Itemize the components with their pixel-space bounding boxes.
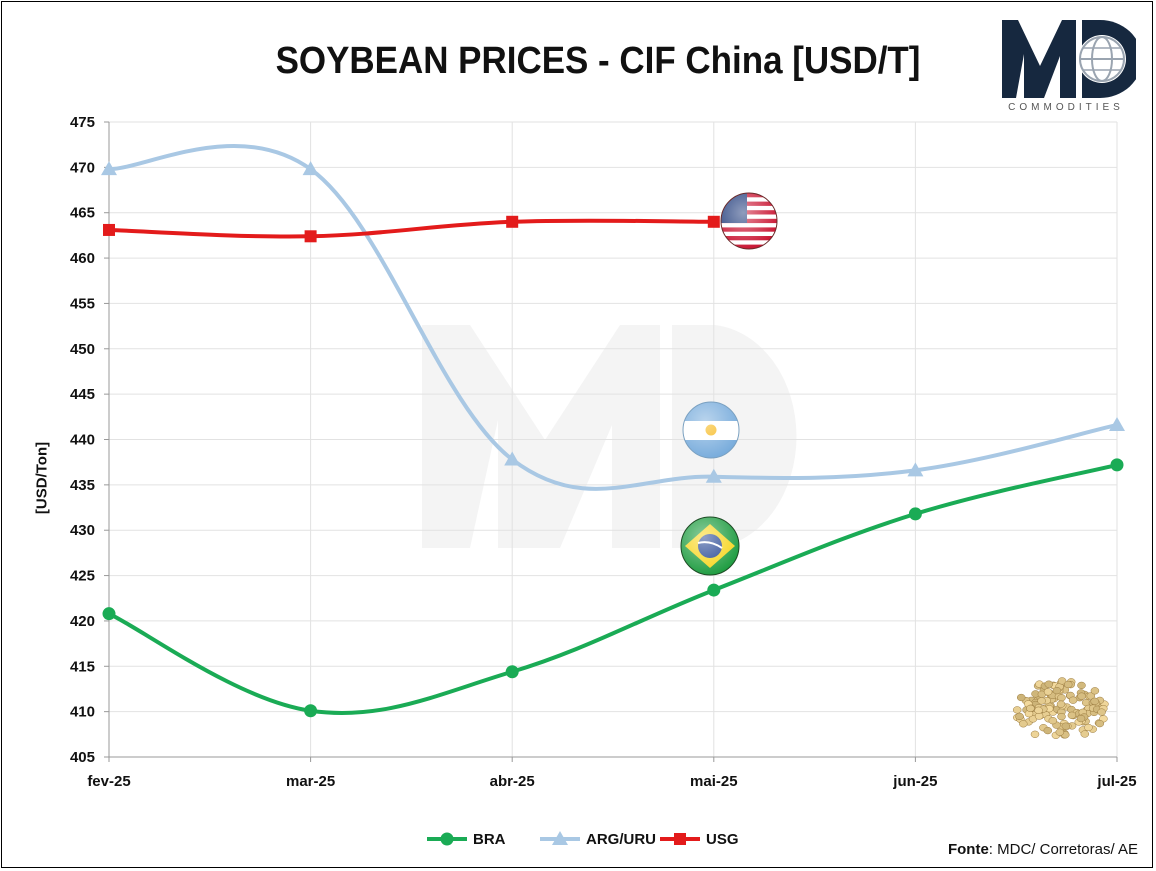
legend-swatch-usg	[660, 833, 700, 845]
series-bra	[102, 458, 1124, 718]
legend-item-bra: BRA	[425, 827, 506, 851]
data-point-usg	[506, 215, 519, 228]
x-tick-label: fev-25	[87, 773, 130, 790]
y-tick-label: 465	[70, 205, 95, 222]
legend-label: BRA	[473, 830, 506, 848]
y-tick-labels: 405 410 415 420 425 430 435 440 445 450 455 460 465 4…	[70, 114, 95, 766]
data-point-bra	[304, 704, 318, 718]
y-tick-label: 470	[70, 159, 95, 176]
y-tick-label: 410	[70, 704, 95, 721]
y-tick-label: 450	[70, 341, 95, 358]
series-line-bra	[107, 462, 1119, 715]
legend-marker-bra	[440, 832, 454, 846]
legend-item-arg-uru: ARG/URU	[538, 827, 656, 851]
x-tick-label: jul-25	[1096, 773, 1136, 790]
chart-title: SOYBEAN PRICES - CIF China [USD/T]	[275, 40, 921, 82]
series-line-arg-uru	[107, 144, 1119, 491]
data-point-usg	[103, 223, 115, 236]
legend-swatch-bra	[427, 832, 467, 846]
x-tick-label: jun-25	[892, 773, 937, 790]
legend-label: USG	[706, 830, 739, 848]
usa-flag-icon	[720, 192, 778, 250]
legend-item-usg: USG	[658, 827, 739, 851]
legend: BRA ARG/URU USG	[0, 827, 1156, 853]
series-usg	[103, 215, 720, 243]
soybeans-icon	[1012, 677, 1109, 739]
source-text: : MDC/ Corretoras/ AE	[988, 841, 1138, 858]
data-point-arg-uru	[705, 468, 722, 483]
data-point-bra	[707, 583, 721, 597]
data-point-bra	[1110, 458, 1124, 472]
data-point-bra	[505, 665, 519, 679]
legend-swatch-arg-uru	[540, 831, 580, 845]
data-point-arg-uru	[101, 161, 117, 176]
y-tick-label: 405	[70, 749, 95, 766]
data-point-bra	[908, 507, 922, 521]
y-tick-label: 415	[70, 658, 95, 675]
y-tick-label: 435	[70, 477, 95, 494]
x-tick-label: mai-25	[690, 773, 738, 790]
y-tick-label: 460	[70, 250, 95, 267]
data-point-arg-uru	[302, 161, 319, 176]
argentina-flag-icon	[682, 401, 740, 459]
x-tick-label: abr-25	[490, 773, 535, 790]
md-commodities-logo	[1002, 20, 1136, 98]
data-point-arg-uru	[504, 451, 521, 466]
watermark	[422, 325, 797, 548]
legend-marker-arg-uru	[552, 831, 568, 845]
y-tick-label: 420	[70, 613, 95, 630]
y-axis-label: [USD/Ton]	[33, 441, 51, 515]
logo-subtitle: COMMODITIES	[1008, 102, 1124, 113]
brazil-flag-icon	[680, 516, 740, 576]
grid-lines	[109, 121, 1118, 757]
source-label: Fonte	[947, 841, 989, 858]
legend-label: ARG/URU	[586, 830, 656, 848]
source-note: Fonte: MDC/ Corretoras/ AE	[948, 841, 1138, 858]
data-point-bra	[102, 607, 116, 621]
y-tick-label: 430	[70, 522, 95, 539]
series-arg-uru	[101, 144, 1125, 491]
legend-marker-usg	[674, 833, 686, 845]
y-tick-label: 455	[70, 295, 95, 312]
x-tick-label: mar-25	[286, 773, 335, 790]
data-point-usg	[707, 215, 720, 228]
x-tick-labels: fev-25 mar-25 abr-25 mai-25 jun-25 jul-25	[87, 773, 1136, 790]
y-tick-label: 440	[70, 432, 95, 449]
y-tick-label: 425	[70, 568, 95, 585]
data-point-arg-uru	[907, 462, 924, 477]
y-tick-label: 445	[70, 386, 95, 403]
y-tick-label: 475	[70, 114, 95, 131]
series-layer	[101, 144, 1125, 718]
data-point-arg-uru	[1109, 416, 1125, 431]
data-point-usg	[304, 230, 317, 243]
series-line-usg	[107, 218, 716, 239]
